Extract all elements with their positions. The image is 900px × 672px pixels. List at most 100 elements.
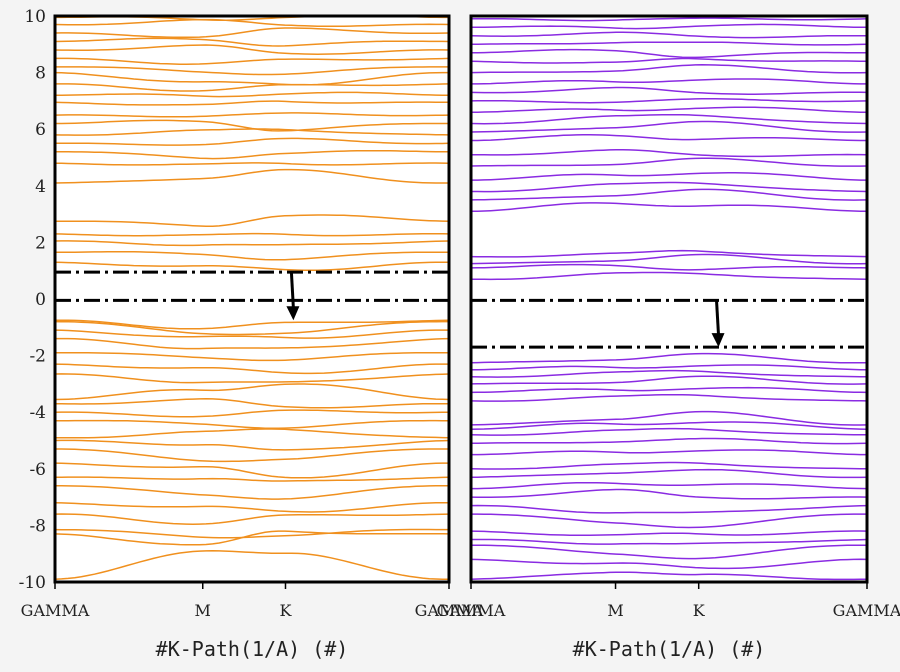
band-line xyxy=(470,249,868,258)
band-line xyxy=(54,550,449,580)
left-plot-frame xyxy=(53,14,451,584)
left-x-axis-ticks: GAMMA M K GAMMA xyxy=(21,582,484,620)
band-line xyxy=(54,462,449,479)
band-line xyxy=(471,23,867,30)
band-line xyxy=(54,476,450,482)
left-band-lines xyxy=(54,14,450,580)
band-line xyxy=(55,448,449,463)
band-line xyxy=(470,530,868,536)
band-line xyxy=(470,271,868,281)
y-tick-label: -2 xyxy=(29,347,46,367)
band-line xyxy=(470,375,868,385)
x-tick-label: K xyxy=(280,601,293,620)
band-line xyxy=(470,113,868,125)
left-gap-arrow xyxy=(286,272,300,321)
band-line xyxy=(54,398,449,409)
band-line xyxy=(54,27,450,39)
band-line xyxy=(471,449,867,456)
band-line xyxy=(471,513,867,529)
band-line xyxy=(54,232,450,237)
band-line xyxy=(55,149,449,160)
band-line xyxy=(471,181,868,193)
band-line xyxy=(54,240,450,247)
band-line xyxy=(470,64,868,74)
band-line xyxy=(470,558,868,570)
band-line xyxy=(55,419,449,430)
y-tick-label: -6 xyxy=(29,460,46,480)
right-x-axis-label: #K-Path(1/A) (#) xyxy=(573,637,766,661)
band-line xyxy=(55,319,450,330)
band-line xyxy=(54,168,449,184)
band-line xyxy=(470,421,868,430)
right-band-panel: GAMMA M K GAMMA #K-Path(1/A) (#) xyxy=(437,14,900,661)
band-line xyxy=(55,83,450,92)
y-tick-label: 8 xyxy=(35,64,46,84)
gap-arrow-shaft xyxy=(289,272,295,309)
band-line xyxy=(55,66,449,76)
band-line xyxy=(470,41,868,46)
left-fermi-lines xyxy=(55,270,449,302)
left-y-axis-ticks: -10 -8 -6 -4 -2 0 2 4 6 8 10 xyxy=(19,7,46,593)
band-line xyxy=(55,214,450,228)
band-line xyxy=(470,188,868,201)
band-line xyxy=(54,439,450,451)
band-line xyxy=(55,337,450,350)
band-line xyxy=(54,320,449,336)
band-line xyxy=(54,44,450,55)
band-line xyxy=(54,261,449,271)
band-line xyxy=(55,351,450,362)
band-line xyxy=(54,530,450,546)
band-line xyxy=(55,91,449,98)
band-line xyxy=(54,18,450,28)
y-tick-label: 2 xyxy=(35,233,46,253)
band-line xyxy=(470,571,868,581)
band-line xyxy=(54,428,450,439)
band-line xyxy=(55,57,450,65)
right-x-axis-ticks: GAMMA M K GAMMA xyxy=(437,582,900,620)
band-line xyxy=(470,149,868,158)
band-line xyxy=(55,137,450,146)
band-line xyxy=(471,134,867,142)
x-tick-label: GAMMA xyxy=(21,601,90,620)
band-line xyxy=(54,409,450,418)
x-tick-label: M xyxy=(607,601,623,620)
y-tick-label: -8 xyxy=(29,516,46,536)
y-tick-label: 10 xyxy=(24,7,46,27)
band-line xyxy=(470,386,868,394)
band-line xyxy=(470,369,868,378)
band-line xyxy=(54,513,450,525)
band-line xyxy=(470,202,868,213)
right-gap-arrow xyxy=(711,300,725,348)
band-line xyxy=(470,352,868,364)
left-band-panel: -10 -8 -6 -4 -2 0 2 4 6 8 10 GAMMA M K GAMMA #K-Path(… xyxy=(19,7,484,661)
band-line xyxy=(54,363,449,375)
band-line xyxy=(471,538,868,545)
right-band-lines xyxy=(470,17,868,581)
band-line xyxy=(470,253,868,265)
band-line xyxy=(470,157,868,167)
y-tick-label: 4 xyxy=(35,177,46,197)
y-tick-label: 6 xyxy=(35,120,46,140)
band-line xyxy=(470,437,868,445)
band-line xyxy=(471,106,867,113)
left-x-axis-label: #K-Path(1/A) (#) xyxy=(156,637,349,661)
band-line xyxy=(470,427,867,436)
band-line xyxy=(54,373,450,384)
x-tick-label: GAMMA xyxy=(437,601,506,620)
band-line xyxy=(470,57,868,64)
gap-arrow-head xyxy=(286,306,300,321)
band-line xyxy=(471,172,867,181)
band-line xyxy=(55,485,449,500)
y-tick-label: 0 xyxy=(35,290,46,310)
right-fermi-lines xyxy=(471,298,867,349)
band-line xyxy=(54,501,450,513)
band-line xyxy=(470,48,867,59)
x-tick-label: GAMMA xyxy=(833,601,900,620)
band-line xyxy=(54,100,450,106)
x-tick-label: M xyxy=(195,601,211,620)
band-line xyxy=(471,544,867,560)
band-line xyxy=(471,481,868,490)
band-line xyxy=(54,71,449,86)
